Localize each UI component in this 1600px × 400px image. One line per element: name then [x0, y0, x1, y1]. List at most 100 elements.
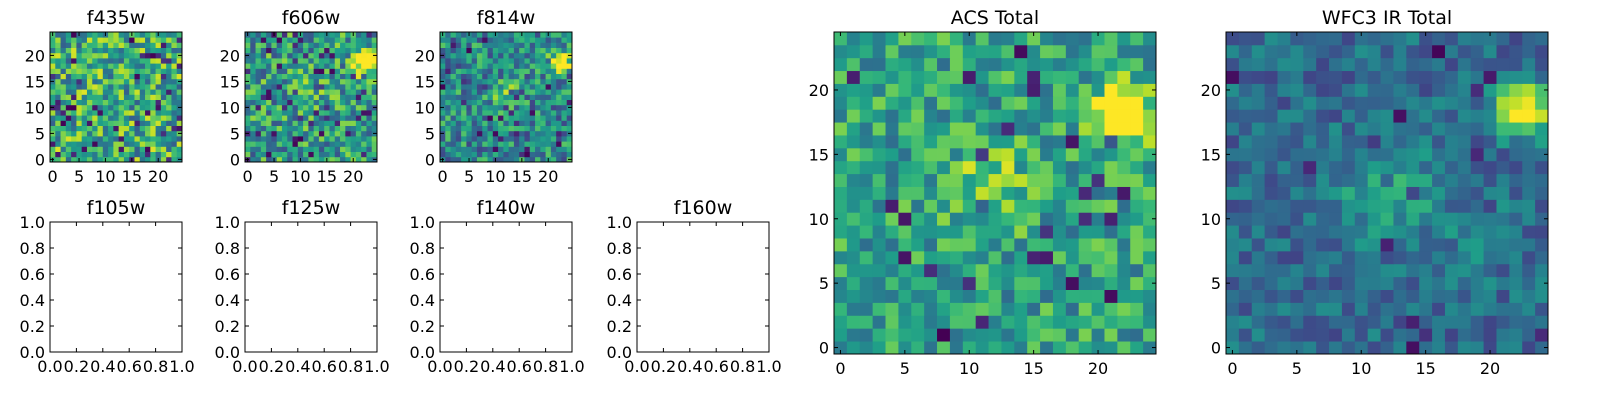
- pixel-cell: [535, 32, 541, 38]
- pixel-cell: [166, 42, 172, 48]
- pixel-cell: [1290, 173, 1304, 187]
- pixel-cell: [1341, 328, 1356, 342]
- pixel-cell: [260, 110, 267, 116]
- pixel-cell: [550, 47, 557, 54]
- pixel-cell: [1238, 147, 1253, 162]
- pixel-cell: [556, 63, 562, 69]
- pixel-cell: [556, 47, 562, 54]
- pixel-cell: [1457, 263, 1472, 278]
- pixel-cell: [113, 156, 120, 163]
- pixel-cell: [355, 115, 362, 121]
- x-tick-label: 0.4: [90, 357, 115, 376]
- pixel-cell: [482, 52, 488, 59]
- pixel-cell: [118, 78, 125, 85]
- pixel-cell: [139, 63, 146, 69]
- pixel-cell: [155, 78, 162, 85]
- pixel-cell: [1535, 70, 1549, 84]
- pixel-cell: [1040, 122, 1054, 136]
- pixel-cell: [71, 58, 77, 64]
- pixel-cell: [266, 84, 272, 90]
- pixel-cell: [1329, 83, 1343, 97]
- pixel-cell: [245, 120, 251, 126]
- pixel-cell: [1522, 122, 1536, 136]
- pixel-cell: [65, 89, 72, 95]
- pixel-cell: [524, 146, 531, 152]
- pixel-cell: [1470, 135, 1484, 149]
- pixel-cell: [129, 63, 135, 69]
- pixel-cell: [975, 173, 989, 187]
- pixel-cell: [1277, 315, 1291, 329]
- pixel-cell: [1052, 147, 1067, 162]
- x-tick-label: 0.0: [427, 357, 452, 376]
- pixel-cell: [303, 32, 309, 38]
- pixel-cell: [134, 63, 141, 69]
- pixel-cell: [1380, 225, 1394, 239]
- pixel-cell: [1014, 147, 1028, 162]
- pixel-cell: [1316, 122, 1330, 136]
- pixel-cell: [1419, 238, 1433, 252]
- pixel-cell: [55, 37, 61, 43]
- pixel-cell: [355, 63, 362, 69]
- pixel-cell: [1432, 186, 1446, 200]
- pixel-cell: [1444, 44, 1459, 59]
- pixel-cell: [260, 73, 267, 80]
- pixel-cell: [503, 141, 510, 147]
- pixel-cell: [1470, 70, 1484, 84]
- pixel-cell: [1535, 341, 1549, 355]
- pixel-cell: [297, 151, 304, 158]
- pixel-cell: [975, 57, 989, 72]
- pixel-cell: [118, 151, 125, 158]
- pixel-cell: [355, 52, 362, 59]
- pixel-cell: [1303, 147, 1317, 162]
- pixel-cell: [529, 89, 536, 95]
- pixel-cell: [1380, 328, 1394, 342]
- pixel-cell: [76, 63, 83, 69]
- pixel-cell: [466, 94, 473, 100]
- pixel-cell: [50, 84, 56, 90]
- x-tick-label: 5: [900, 359, 910, 378]
- pixel-cell: [1143, 289, 1157, 303]
- pixel-cell: [108, 89, 114, 95]
- pixel-cell: [1393, 225, 1407, 239]
- pixel-cell: [885, 32, 899, 46]
- pixel-cell: [55, 156, 61, 163]
- pixel-cell: [1001, 96, 1015, 110]
- pixel-cell: [355, 37, 362, 43]
- pixel-cell: [250, 104, 256, 111]
- pixel-cell: [65, 84, 72, 90]
- pixel-cell: [872, 302, 886, 316]
- pixel-cell: [503, 32, 510, 38]
- pixel-cell: [81, 130, 88, 137]
- pixel-cell: [476, 52, 483, 59]
- pixel-cell: [145, 89, 151, 95]
- pixel-cell: [324, 63, 330, 69]
- pixel-cell: [1104, 199, 1118, 213]
- pixel-cell: [885, 186, 899, 200]
- pixel-cell: [550, 156, 557, 163]
- pixel-cell: [139, 58, 146, 64]
- pixel-cell: [345, 47, 351, 54]
- pixel-cell: [1290, 186, 1304, 200]
- pixel-cell: [139, 78, 146, 85]
- pixel-cell: [1341, 250, 1356, 265]
- pixel-cell: [937, 341, 951, 355]
- pixel-cell: [471, 120, 478, 126]
- pixel-cell: [834, 57, 848, 72]
- pixel-cell: [1457, 302, 1472, 316]
- pixel-cell: [150, 84, 156, 90]
- pixel-cell: [1457, 57, 1472, 72]
- pixel-cell: [250, 42, 256, 48]
- pixel-cell: [498, 58, 504, 64]
- pixel-cell: [171, 73, 178, 80]
- pixel-cell: [1277, 122, 1291, 136]
- pixel-cell: [81, 146, 88, 152]
- pixel-cell: [281, 156, 288, 163]
- pixel-cell: [155, 42, 162, 48]
- pixel-cell: [540, 89, 546, 95]
- pixel-cell: [71, 63, 77, 69]
- pixel-cell: [1251, 328, 1266, 342]
- pixel-cell: [108, 52, 114, 59]
- pixel-cell: [1457, 199, 1472, 213]
- pixel-cell: [962, 109, 977, 123]
- pixel-cell: [276, 151, 283, 158]
